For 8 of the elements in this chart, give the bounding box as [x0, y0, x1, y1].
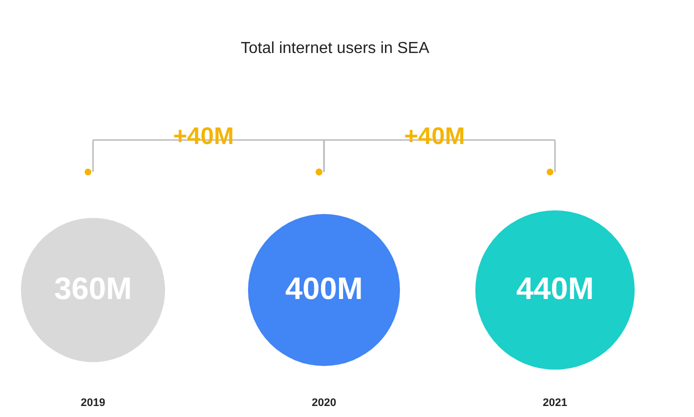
- data-label: 440M: [516, 271, 594, 306]
- category-label: 2020: [312, 397, 336, 409]
- category-label: 2019: [80, 397, 106, 409]
- text: +40M: [404, 123, 465, 150]
- category-label: 2021: [542, 397, 568, 409]
- data-label: 400M: [285, 271, 363, 306]
- text: +40M: [173, 123, 234, 150]
- text: Total internet users in SEA: [240, 40, 430, 57]
